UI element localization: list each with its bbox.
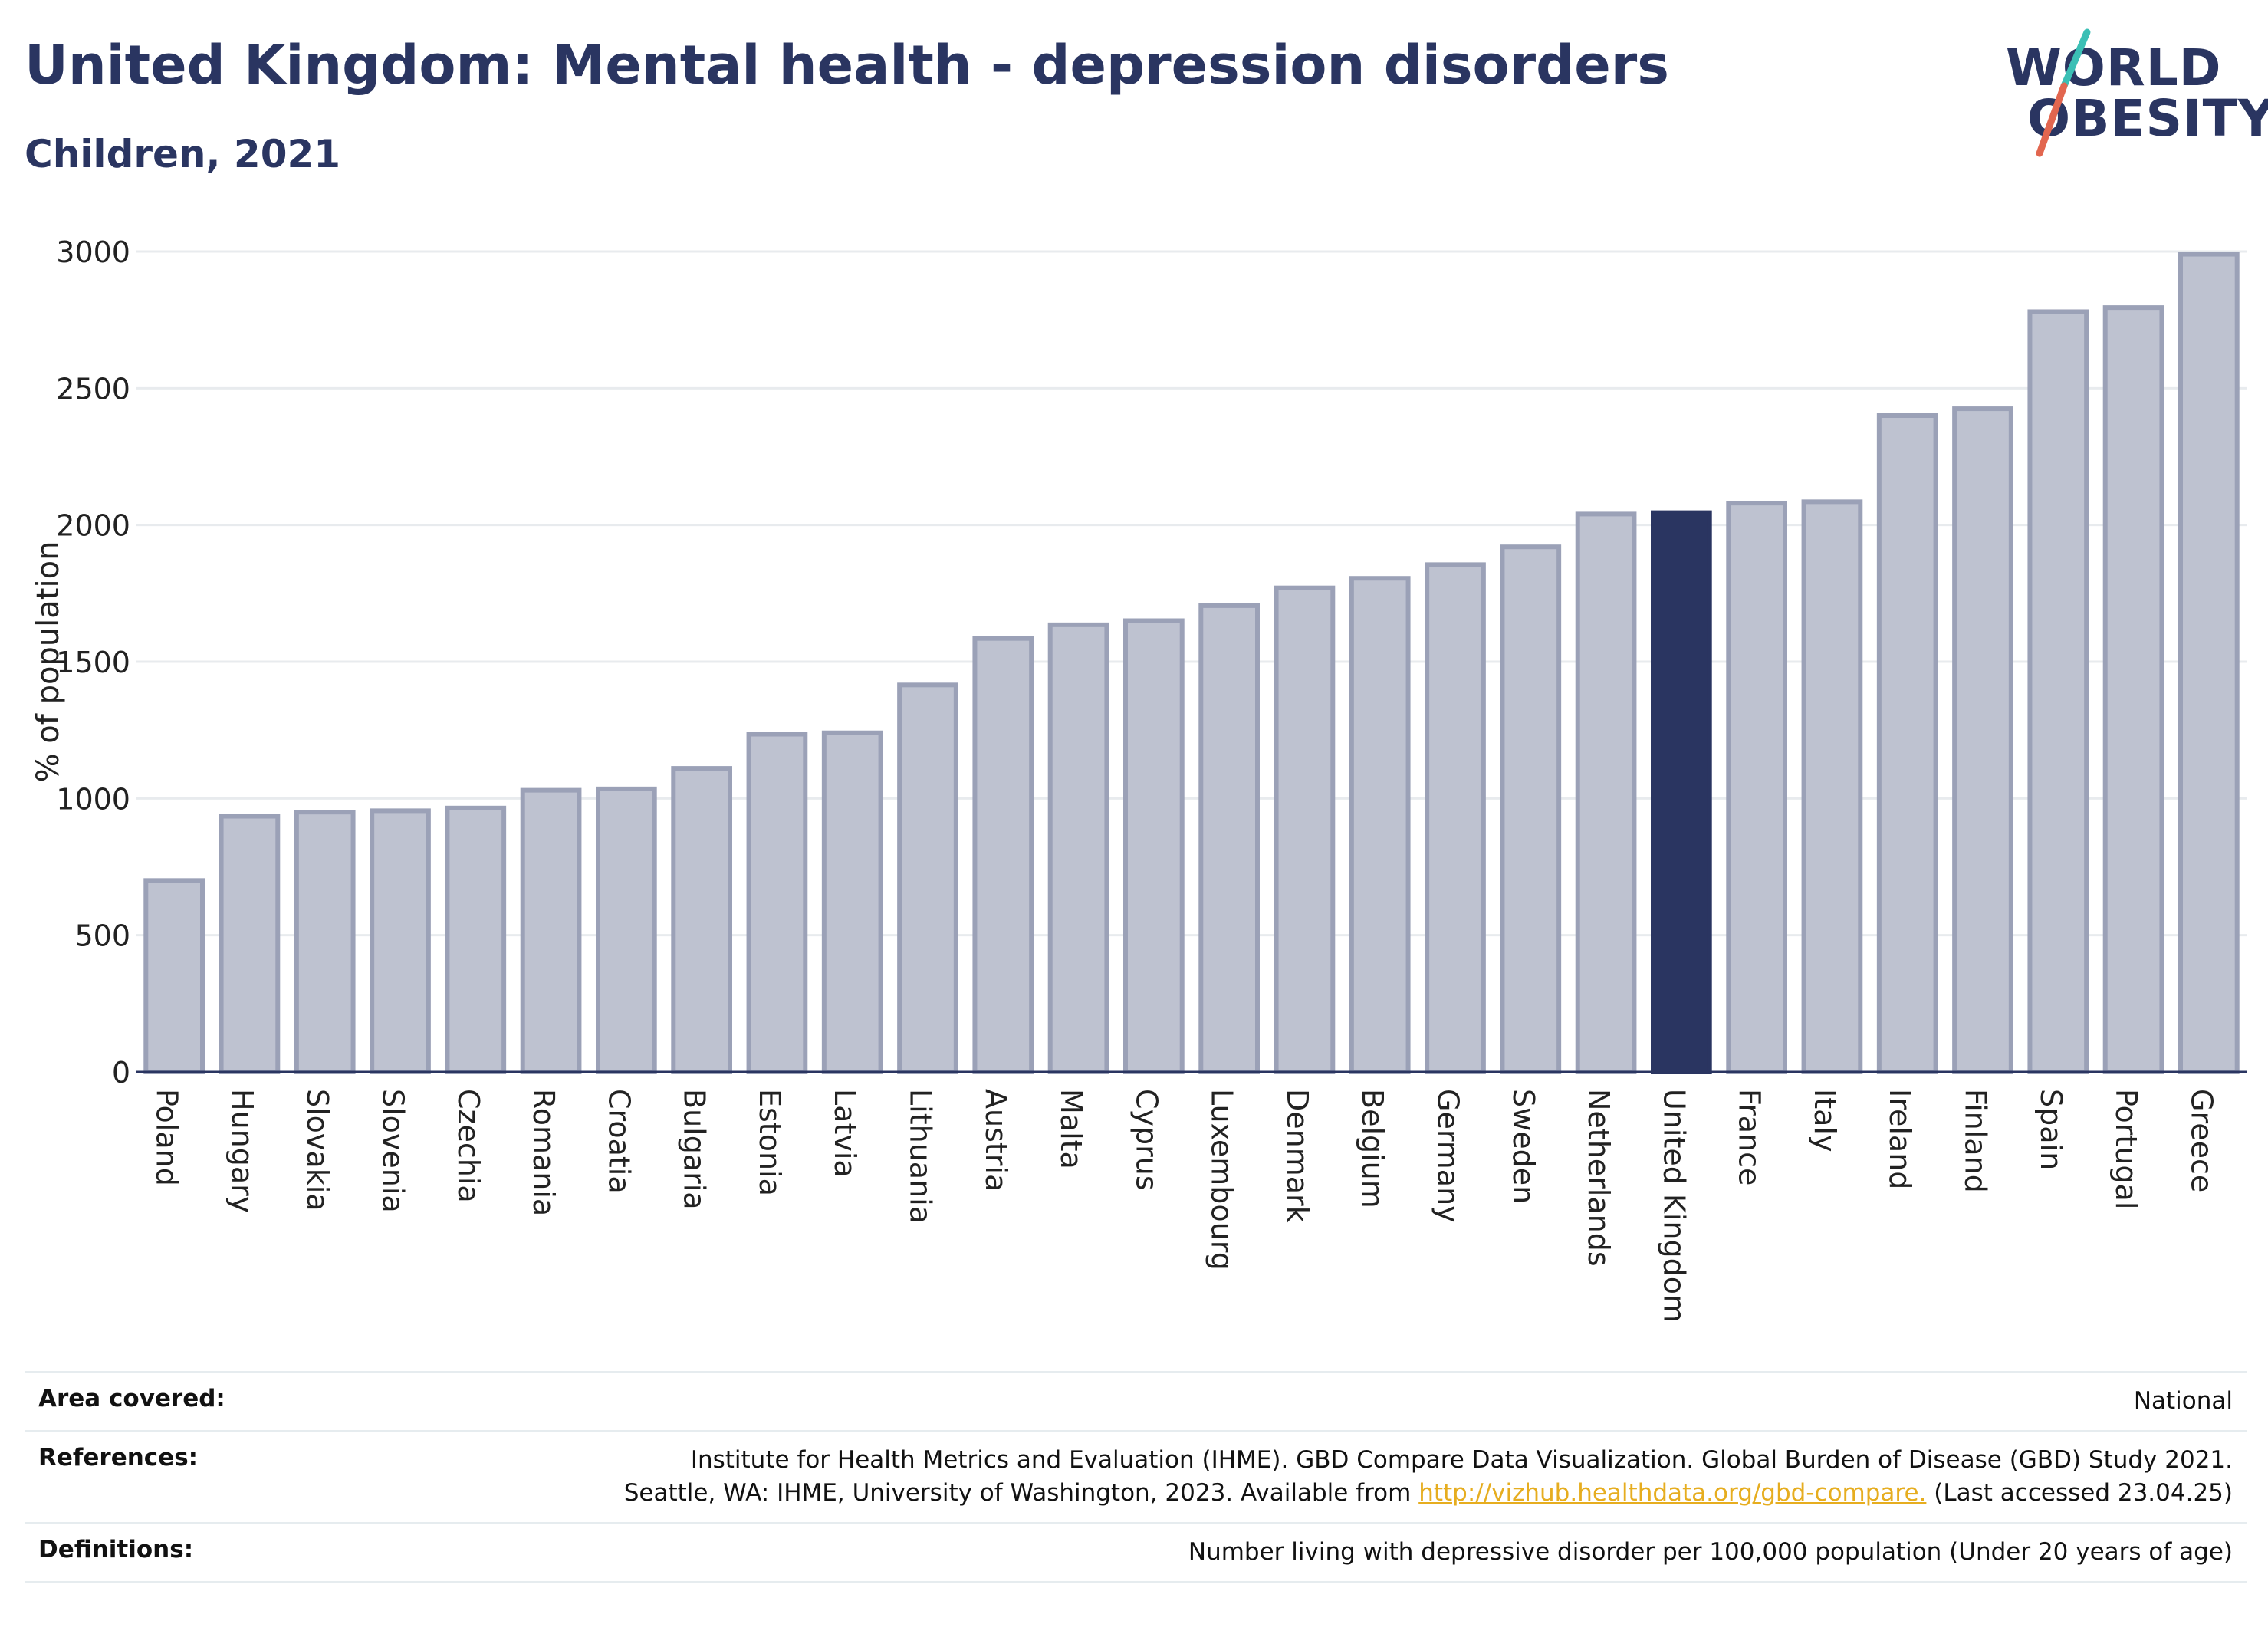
y-tick-label: 2500 — [56, 372, 130, 406]
y-tick-label: 1500 — [56, 646, 130, 679]
bar-greece[interactable] — [2178, 252, 2240, 1075]
bar-finland[interactable] — [1952, 406, 2013, 1074]
bar-denmark[interactable] — [1274, 585, 1336, 1074]
x-tick-label: Cyprus — [1129, 1089, 1163, 1191]
x-tick-label: Belgium — [1356, 1089, 1389, 1208]
bar-slovakia[interactable] — [294, 810, 356, 1074]
x-tick-label: Portugal — [2109, 1089, 2143, 1209]
x-tick-label: Denmark — [1280, 1089, 1314, 1223]
bar-ireland[interactable] — [1876, 413, 1938, 1074]
bar-latvia[interactable] — [821, 730, 883, 1074]
y-tick-label: 500 — [74, 919, 130, 953]
x-tick-label: Estonia — [753, 1089, 787, 1196]
x-axis: Poland Hungary Slovakia Slovenia Czechia Roma… — [150, 1089, 2219, 1323]
bar-slovenia[interactable] — [370, 808, 431, 1074]
info-table: Area covered: National References: Insti… — [25, 1371, 2247, 1583]
references-line-2-prefix: Seattle, WA: IHME, University of Washing… — [623, 1479, 1412, 1507]
x-tick-label: Luxembourg — [1205, 1089, 1239, 1271]
info-row-references: References: Institute for Health Metrics… — [25, 1430, 2247, 1522]
bar-croatia[interactable] — [596, 786, 657, 1074]
x-tick-label: Netherlands — [1582, 1089, 1616, 1267]
area-covered-label: Area covered: — [38, 1385, 225, 1412]
bar-portugal[interactable] — [2102, 305, 2164, 1075]
bar-germany[interactable] — [1425, 562, 1486, 1074]
y-axis-label: % of population — [31, 541, 66, 783]
x-tick-label: Hungary — [225, 1089, 259, 1213]
definitions-value: Number living with depressive disorder p… — [1188, 1538, 2233, 1566]
bar-france[interactable] — [1726, 501, 1787, 1074]
bar-united-kingdom[interactable] — [1651, 510, 1712, 1074]
x-tick-label: Greece — [2184, 1089, 2218, 1192]
chart-title: United Kingdom: Mental health - depressi… — [25, 34, 1669, 97]
x-tick-label: Latvia — [828, 1089, 862, 1178]
x-tick-label: Lithuania — [904, 1089, 938, 1224]
bar-czechia[interactable] — [445, 805, 507, 1074]
bar-italy[interactable] — [1801, 499, 1863, 1074]
info-row-area: Area covered: National — [25, 1371, 2247, 1430]
references-line-2-suffix: (Last accessed 23.04.25) — [1934, 1479, 2233, 1507]
x-tick-label: Malta — [1054, 1089, 1088, 1169]
x-tick-label: Romania — [527, 1089, 560, 1216]
x-tick-label: Poland — [150, 1089, 184, 1186]
references-link[interactable]: http://vizhub.healthdata.org/gbd-compare… — [1418, 1479, 1927, 1507]
logo-word-world: WORLD — [2006, 38, 2222, 97]
logo-word-obesity: OBESITY — [2027, 89, 2268, 148]
bar-lithuania[interactable] — [897, 682, 958, 1074]
references-label: References: — [38, 1444, 199, 1471]
bar-netherlands[interactable] — [1575, 511, 1637, 1074]
bar-austria[interactable] — [972, 636, 1034, 1074]
x-tick-label: Bulgaria — [678, 1089, 712, 1210]
bar-spain[interactable] — [2027, 309, 2089, 1074]
chart-subtitle: Children, 2021 — [25, 132, 341, 176]
bar-sweden[interactable] — [1500, 544, 1562, 1074]
bar-belgium[interactable] — [1349, 576, 1411, 1074]
x-tick-label: Slovenia — [376, 1089, 410, 1213]
x-tick-label: France — [1733, 1089, 1767, 1185]
info-row-definitions: Definitions: Number living with depressi… — [25, 1522, 2247, 1583]
y-tick-label: 1000 — [56, 782, 130, 816]
x-tick-label: Croatia — [602, 1089, 636, 1194]
y-axis: 0 500 1000 1500 2000 2500 3000 — [56, 235, 130, 1090]
x-tick-label: Germany — [1431, 1089, 1465, 1223]
x-tick-label: Ireland — [1883, 1089, 1917, 1189]
bar-malta[interactable] — [1047, 622, 1109, 1074]
bar-romania[interactable] — [520, 787, 582, 1074]
definitions-label: Definitions: — [38, 1536, 194, 1563]
bar-luxembourg[interactable] — [1198, 603, 1261, 1074]
x-tick-label: Italy — [1808, 1089, 1842, 1152]
y-tick-label: 3000 — [56, 235, 130, 269]
logo-slash-icon — [2036, 28, 2091, 157]
bar-estonia[interactable] — [746, 732, 808, 1074]
y-tick-label: 2000 — [56, 509, 130, 543]
x-tick-label: Sweden — [1507, 1089, 1540, 1204]
x-tick-label: United Kingdom — [1657, 1089, 1691, 1323]
world-obesity-logo: WORLD OBESITY — [2001, 25, 2268, 163]
x-tick-label: Finland — [1959, 1089, 1993, 1193]
bar-hungary[interactable] — [219, 814, 281, 1075]
bars — [143, 252, 2240, 1075]
x-tick-label: Austria — [979, 1089, 1013, 1192]
references-value: Institute for Health Metrics and Evaluat… — [624, 1444, 2233, 1510]
bar-chart: 0 500 1000 1500 2000 2500 3000 Poland Hungary Sl… — [31, 235, 2247, 1323]
bar-poland[interactable] — [143, 878, 205, 1075]
y-tick-label: 0 — [112, 1056, 130, 1090]
x-tick-label: Spain — [2034, 1089, 2068, 1170]
x-tick-label: Slovakia — [301, 1089, 334, 1212]
bar-bulgaria[interactable] — [671, 766, 732, 1074]
references-line-1: Institute for Health Metrics and Evaluat… — [690, 1446, 2233, 1474]
bar-cyprus[interactable] — [1123, 618, 1185, 1074]
x-tick-label: Czechia — [452, 1089, 485, 1203]
area-covered-value: National — [2133, 1387, 2233, 1415]
